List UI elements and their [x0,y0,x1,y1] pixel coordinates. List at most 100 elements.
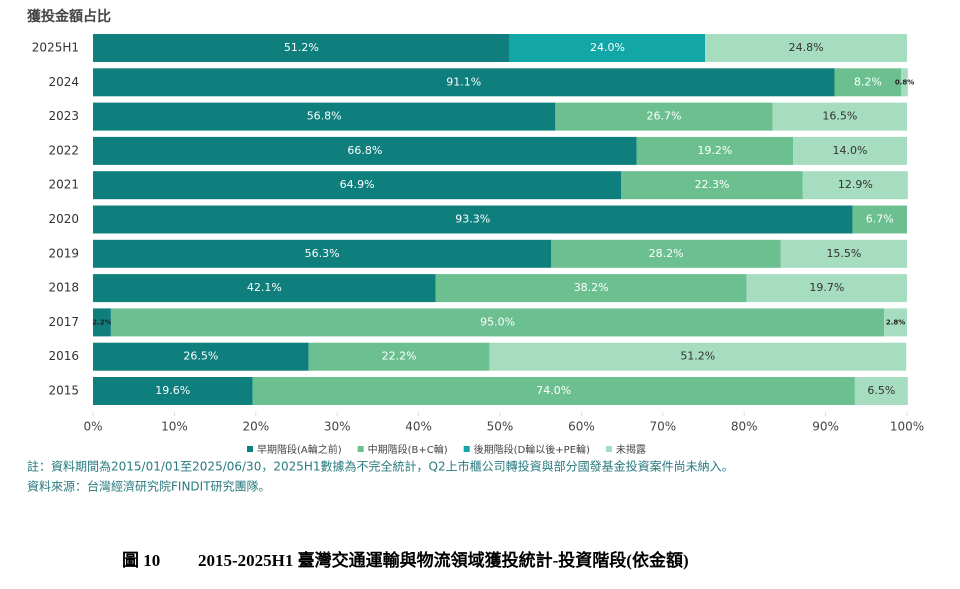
data-label: 24.0% [590,41,625,54]
data-label: 51.2% [680,350,715,363]
bar-segment [555,102,773,131]
bar-segment [93,136,637,165]
bar-segment [93,34,510,62]
bar-segment [93,377,253,405]
bar-segment [308,342,490,371]
y-tick-label: 2019 [48,246,79,260]
data-label: 74.0% [536,384,571,397]
x-tick-label: 60% [568,420,595,434]
y-tick-label: 2024 [48,75,79,89]
chart-title: 獲投金額占比 [27,8,111,25]
data-label: 56.3% [305,247,340,260]
data-label: 56.8% [307,110,342,123]
y-tick-label: 2021 [48,178,79,192]
bar-segment [435,274,747,303]
x-tick-label: 80% [731,420,758,434]
data-label: 93.3% [455,213,490,226]
bar-segment [746,274,907,303]
bar-segment [93,308,111,337]
bar-segment [93,342,309,371]
x-tick-label: 0% [83,420,102,434]
data-label: 95.0% [480,315,515,328]
data-label: 12.9% [838,178,873,191]
bar-segment [252,377,855,405]
x-tick-label: 100% [890,420,924,434]
data-label: 14.0% [833,144,868,157]
bar-segment [901,68,908,97]
data-label: 42.1% [247,281,282,294]
data-label: 2.2% [92,318,111,326]
data-label: 6.7% [866,213,894,226]
data-label: 8.2% [854,75,882,88]
data-label: 26.7% [647,110,682,123]
legend-label: 早期階段(A輪之前) [257,443,342,456]
bar-segment [93,274,436,303]
bar-segment [705,34,907,62]
legend-marker [357,446,364,452]
bar-segment [621,171,803,200]
data-label: 28.2% [649,247,684,260]
legend-label: 後期階段(D輪以後+PE輪) [474,443,590,456]
x-tick-label: 90% [812,420,839,434]
data-label: 51.2% [284,41,319,54]
note: 註：資料期間為2015/01/01至2025/06/30，2025H1數據為不完… [27,459,734,474]
legend-marker [463,446,470,452]
x-tick-label: 40% [405,420,432,434]
bar-segment [93,68,835,97]
bar-segment [110,308,885,337]
data-label: 19.7% [809,281,844,294]
bar-segment [93,239,552,268]
x-tick-label: 50% [487,420,514,434]
bar-segment [802,171,908,200]
data-label: 16.5% [822,110,857,123]
caption-text: 2015-2025H1 臺灣交通運輸與物流領域獲投統計-投資階段(依金額) [198,550,689,570]
bar-segment [636,136,794,165]
y-tick-label: 2018 [48,281,79,295]
data-label: 22.3% [695,178,730,191]
y-tick-label: 2025H1 [32,41,79,55]
bar-segment [834,68,902,97]
data-label: 19.2% [697,144,732,157]
y-tick-label: 2015 [48,384,79,398]
x-tick-label: 20% [242,420,269,434]
y-tick-label: 2017 [48,315,79,329]
bar-segment [852,205,907,234]
bar-segment [551,239,781,268]
data-label: 0.8% [895,78,914,86]
legend-label: 未揭露 [616,443,646,456]
bar-segment [93,171,622,200]
y-tick-label: 2022 [48,143,79,157]
legend-label: 中期階段(B+C輪) [368,443,448,456]
caption-number: 圖 10 [122,551,160,570]
x-tick-label: 70% [649,420,676,434]
bar-segment [780,239,907,268]
data-label: 38.2% [574,281,609,294]
legend-marker [247,446,253,452]
bar-segment [884,308,907,337]
data-label: 6.5% [867,384,895,397]
bar-segment [93,205,853,234]
data-label: 64.9% [340,178,375,191]
y-tick-label: 2016 [48,349,79,363]
y-tick-label: 2020 [48,212,79,226]
bar-segment [509,34,706,62]
x-tick-label: 30% [324,420,351,434]
data-label: 15.5% [826,247,861,260]
y-tick-label: 2023 [48,109,79,123]
data-label: 24.8% [789,41,824,54]
bar-segment [772,102,907,131]
data-label: 22.2% [382,350,417,363]
bar-segment [93,102,556,131]
legend-marker [605,446,612,452]
data-label: 2.8% [886,318,905,326]
bar-segment [489,342,907,371]
note: 資料來源：台灣經濟研究院FINDIT研究團隊。 [27,479,271,494]
bar-segment [793,136,907,165]
x-tick-label: 10% [161,420,188,434]
data-label: 66.8% [347,144,382,157]
bar-segment [854,377,908,405]
data-label: 26.5% [183,350,218,363]
data-label: 91.1% [446,75,481,88]
data-label: 19.6% [155,384,190,397]
